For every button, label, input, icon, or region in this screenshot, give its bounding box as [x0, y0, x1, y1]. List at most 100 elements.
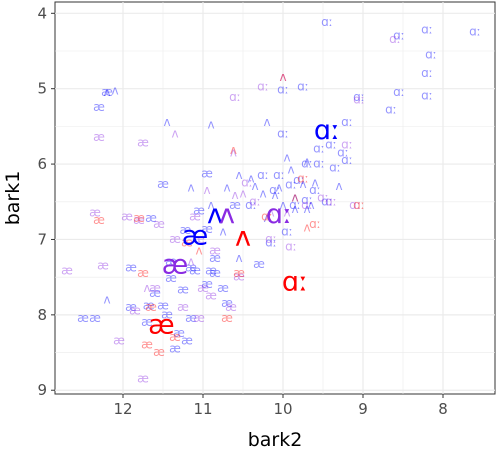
axis-ticks: 12 11 10 9 8 4 5 6 7 8 9 — [37, 4, 447, 418]
token-point: ʌ — [235, 251, 242, 265]
token-point: ɑː — [317, 191, 329, 205]
token-point: ɑː — [337, 145, 349, 159]
token-point: ʌ — [230, 145, 237, 159]
token-point: ɑː — [301, 193, 313, 207]
token-point: æ — [157, 177, 169, 191]
token-point: ʌ — [275, 181, 282, 195]
x-tick-label: 8 — [438, 400, 448, 418]
token-point: æ — [133, 211, 145, 225]
centroid-label: æ — [162, 249, 189, 280]
token-point: æ — [129, 304, 141, 318]
token-point: ʌ — [203, 183, 210, 197]
token-point: æ — [181, 236, 193, 250]
token-point: æ — [169, 341, 181, 355]
token-point: ʌ — [291, 191, 298, 205]
token-point: æ — [113, 334, 125, 348]
token-point: ʌ — [291, 191, 298, 205]
token-point: æ — [221, 311, 233, 325]
token-point: ɑː — [385, 102, 397, 116]
token-point: æ — [141, 338, 153, 352]
token-point: ɑː — [341, 153, 353, 167]
token-point: ɑː — [393, 85, 405, 99]
token-point: ɑː — [249, 194, 261, 208]
grid — [55, 2, 495, 394]
token-point: æ — [121, 209, 133, 223]
centroid-label: æ — [148, 310, 175, 341]
y-tick-label: 6 — [37, 155, 47, 173]
token-point: ʌ — [279, 198, 286, 212]
token-point: ʌ — [230, 143, 237, 157]
token-point: ɑː — [309, 183, 321, 197]
token-point: ɑː — [293, 173, 305, 187]
plot-panel — [54, 1, 496, 395]
token-point: ʌ — [279, 70, 286, 84]
token-point: ɑː — [421, 22, 433, 36]
y-tick-label: 5 — [37, 80, 47, 98]
centroid-label: ɑː — [266, 199, 292, 230]
token-point: æ — [209, 266, 221, 280]
token-point: ɑː — [321, 194, 333, 208]
token-point: ʌ — [259, 187, 266, 201]
token-point: æ — [217, 281, 229, 295]
token-point: ɑː — [265, 236, 277, 250]
token-point: ʌ — [271, 188, 278, 202]
token-point: ʌ — [239, 187, 246, 201]
token-point: ɑː — [257, 80, 269, 94]
token-point: ʌ — [163, 115, 170, 129]
token-point: æ — [137, 371, 149, 385]
token-point: æ — [233, 266, 245, 280]
token-point: ɑː — [301, 157, 313, 171]
token-point: æ — [169, 330, 181, 344]
token-point: æ — [165, 255, 177, 269]
token-point: ʌ — [303, 154, 310, 168]
y-tick-label: 9 — [37, 381, 47, 399]
x-axis-title: bark2 — [248, 429, 303, 451]
token-point: ɑː — [353, 90, 365, 104]
token-point: ɑː — [325, 194, 337, 208]
token-point: ʌ — [303, 202, 310, 216]
token-point: æ — [201, 277, 213, 291]
token-point: ʌ — [207, 117, 214, 131]
token-point: æ — [137, 266, 149, 280]
centroid-label: ɑː — [314, 115, 340, 146]
token-point: æ — [181, 334, 193, 348]
token-point: æ — [180, 223, 192, 237]
x-tick-label: 10 — [273, 400, 292, 418]
y-tick-label: 4 — [37, 4, 47, 22]
token-point: ʌ — [187, 255, 194, 269]
token-point: æ — [189, 209, 201, 223]
token-point: æ — [133, 213, 145, 227]
token-point: ɑː — [265, 232, 277, 246]
token-point: æ — [185, 261, 197, 275]
token-point: æ — [77, 311, 89, 325]
token-point: ɑː — [297, 172, 309, 186]
token-point: ɑː — [229, 90, 241, 104]
token-point: ɑː — [313, 142, 325, 156]
token-point: ʌ — [279, 70, 286, 84]
token-point: ʌ — [171, 126, 178, 140]
token-point: ʌ — [335, 179, 342, 193]
token-point: æ — [193, 203, 205, 217]
token-point: æ — [233, 270, 245, 284]
token-point: æ — [201, 166, 213, 180]
token-point: æ — [209, 243, 221, 257]
token-point: ʌ — [219, 224, 226, 238]
token-point: æ — [137, 135, 149, 149]
token-point: æ — [143, 298, 155, 312]
token-point: ʌ — [291, 202, 298, 216]
token-point: ɑː — [245, 198, 257, 212]
token-point: ʌ — [231, 188, 238, 202]
token-point: æ — [165, 271, 177, 285]
token-point: ʌ — [103, 85, 110, 99]
token-point: æ — [253, 257, 265, 271]
token-point: æ — [61, 264, 73, 278]
centroid-label: ʌ — [235, 221, 251, 252]
token-point: ʌ — [207, 198, 214, 212]
token-point: ɑː — [421, 66, 433, 80]
token-point: ʌ — [263, 115, 270, 129]
token-point: æ — [201, 222, 213, 236]
token-point: ɑː — [393, 28, 405, 42]
token-point: æ — [153, 345, 165, 359]
